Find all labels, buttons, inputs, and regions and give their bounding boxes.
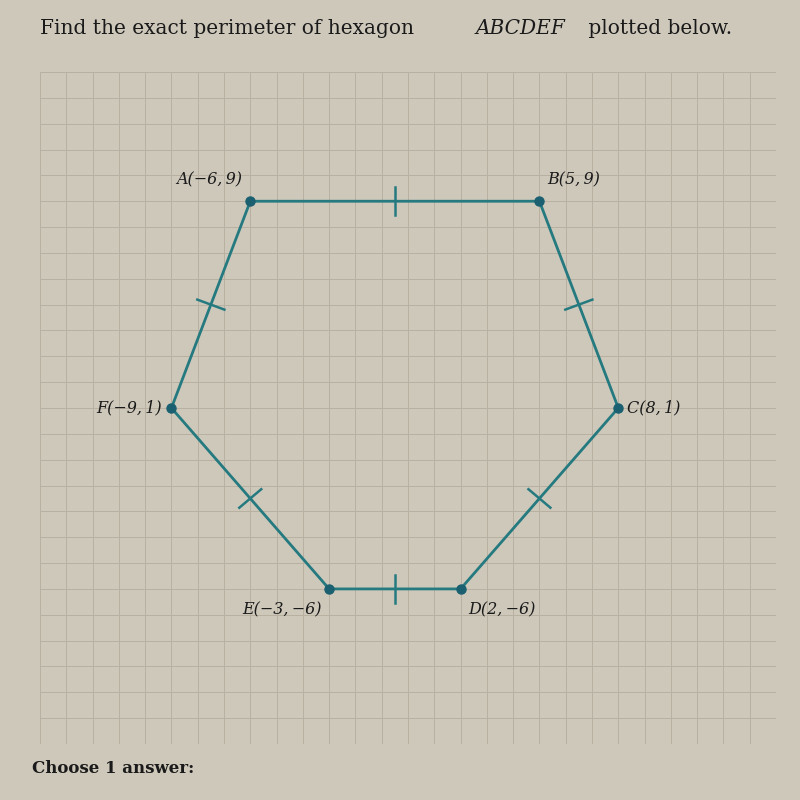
Text: B(5, 9): B(5, 9) — [547, 171, 600, 188]
Text: Choose 1 answer:: Choose 1 answer: — [32, 760, 194, 778]
Text: Find the exact perimeter of hexagon: Find the exact perimeter of hexagon — [40, 19, 420, 38]
Text: A(−6, 9): A(−6, 9) — [177, 171, 242, 188]
Text: E(−3, −6): E(−3, −6) — [242, 602, 322, 619]
Text: plotted below.: plotted below. — [582, 19, 733, 38]
Text: C(8, 1): C(8, 1) — [627, 399, 681, 417]
Text: F(−9, 1): F(−9, 1) — [97, 399, 162, 417]
Text: D(2, −6): D(2, −6) — [469, 602, 536, 619]
Text: ABCDEF: ABCDEF — [476, 19, 566, 38]
